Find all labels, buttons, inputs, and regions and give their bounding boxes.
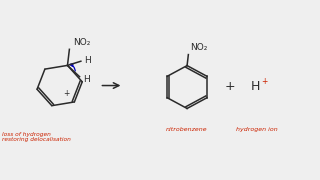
- FancyArrowPatch shape: [70, 64, 75, 71]
- Text: loss of hydrogen
restoring delocalisation: loss of hydrogen restoring delocalisatio…: [2, 132, 71, 143]
- Text: H: H: [83, 75, 90, 84]
- Text: NO₂: NO₂: [190, 43, 207, 52]
- Text: H: H: [251, 80, 260, 93]
- Text: +: +: [63, 89, 70, 98]
- Text: +: +: [225, 80, 236, 93]
- Text: H: H: [84, 56, 91, 65]
- Text: +: +: [261, 77, 268, 86]
- Text: nitrobenzene: nitrobenzene: [166, 127, 208, 132]
- Text: hydrogen ion: hydrogen ion: [236, 127, 278, 132]
- Text: NO₂: NO₂: [73, 38, 91, 47]
